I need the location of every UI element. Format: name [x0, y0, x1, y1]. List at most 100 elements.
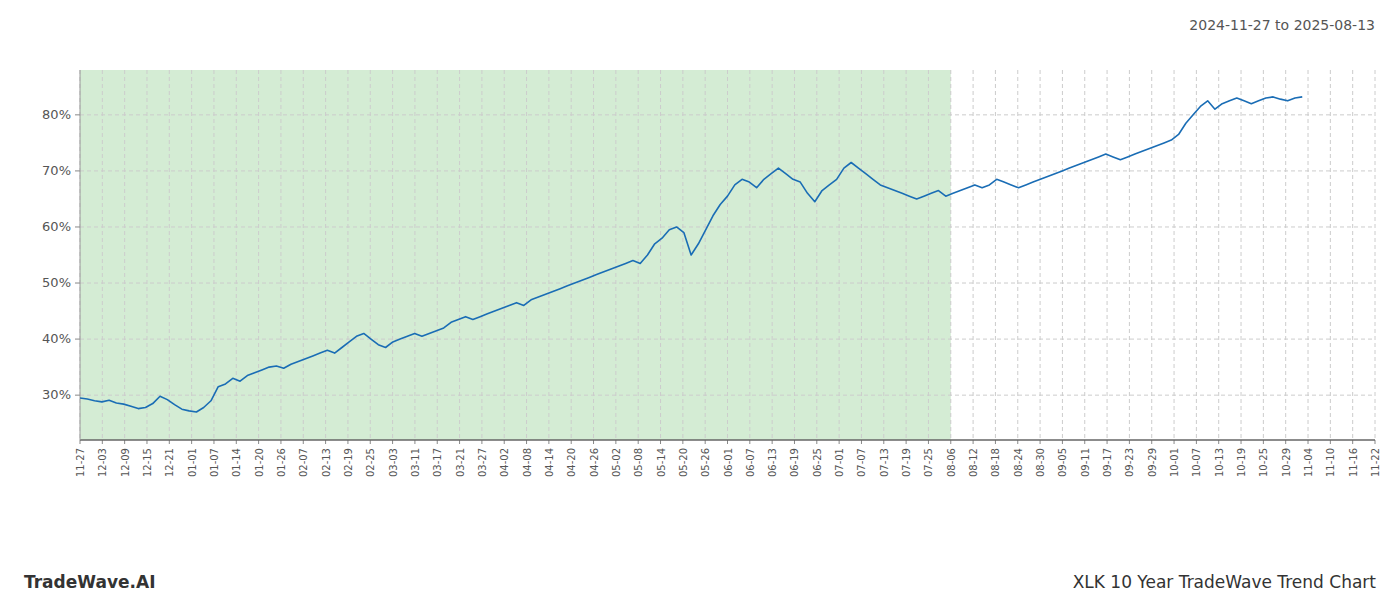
- x-tick-label: 03-11: [410, 448, 421, 477]
- x-grid-line: [414, 70, 415, 440]
- x-grid-line: [1107, 70, 1108, 440]
- x-grid-line: [280, 70, 281, 440]
- x-tick-label: 04-26: [589, 448, 600, 477]
- x-tick-label: 07-25: [923, 448, 934, 477]
- x-tick-label: 03-03: [388, 448, 399, 477]
- x-tick-label: 08-12: [968, 448, 979, 477]
- x-grid-line: [370, 70, 371, 440]
- x-tick-label: 07-07: [856, 448, 867, 477]
- plot-area: [80, 70, 951, 440]
- x-grid-line: [80, 70, 81, 440]
- x-grid-line: [928, 70, 929, 440]
- trend-line: [80, 97, 1302, 412]
- x-grid-line: [1352, 70, 1353, 440]
- x-tick-label: 01-07: [209, 448, 220, 477]
- x-grid-line: [571, 70, 572, 440]
- x-tick-label: 09-05: [1057, 448, 1068, 477]
- x-tick-label: 09-29: [1147, 448, 1158, 477]
- x-tick-label: 02-19: [343, 448, 354, 477]
- x-grid-line: [1151, 70, 1152, 440]
- y-tick-label: 40%: [42, 331, 71, 346]
- x-grid-line: [950, 70, 951, 440]
- x-grid-line: [682, 70, 683, 440]
- x-tick-label: 01-20: [254, 448, 265, 477]
- x-tick-label: 07-13: [879, 448, 890, 477]
- x-grid-line: [995, 70, 996, 440]
- x-tick-label: 02-07: [298, 448, 309, 477]
- x-tick-label: 11-04: [1303, 448, 1314, 477]
- x-tick-label: 10-25: [1258, 448, 1269, 477]
- x-grid-line: [794, 70, 795, 440]
- x-grid-line: [347, 70, 348, 440]
- x-tick-label: 06-07: [745, 448, 756, 477]
- x-tick-label: 11-22: [1370, 448, 1381, 477]
- x-tick-label: 01-26: [276, 448, 287, 477]
- date-range: 2024-11-27 to 2025-08-13: [1189, 17, 1375, 33]
- y-tick-label: 30%: [42, 387, 71, 402]
- x-grid-line: [526, 70, 527, 440]
- x-grid-line: [1218, 70, 1219, 440]
- x-axis-line: [80, 439, 1375, 441]
- x-grid-line: [1375, 70, 1376, 440]
- x-grid-line: [325, 70, 326, 440]
- x-tick-label: 08-06: [946, 448, 957, 477]
- x-tick-label: 10-01: [1169, 448, 1180, 477]
- x-tick-label: 04-08: [522, 448, 533, 477]
- x-grid-line: [191, 70, 192, 440]
- y-tick-label: 80%: [42, 107, 71, 122]
- x-tick-label: 05-26: [700, 448, 711, 477]
- background: [0, 0, 1400, 600]
- x-tick-label: 06-13: [767, 448, 778, 477]
- x-grid-line: [1263, 70, 1264, 440]
- y-axis-line: [80, 70, 81, 440]
- x-tick-label: 12-09: [120, 448, 131, 477]
- y-tick-label: 50%: [42, 275, 71, 290]
- x-grid-line: [906, 70, 907, 440]
- x-tick-label: 05-08: [633, 448, 644, 477]
- x-grid-line: [861, 70, 862, 440]
- x-grid-line: [169, 70, 170, 440]
- x-grid-line: [146, 70, 147, 440]
- x-grid-line: [1308, 70, 1309, 440]
- x-tick-label: 09-23: [1124, 448, 1135, 477]
- x-grid-line: [504, 70, 505, 440]
- axes: 30%40%50%60%70%80%11-2712-0312-0912-1512…: [42, 70, 1381, 477]
- x-tick-label: 01-14: [231, 448, 242, 477]
- x-grid-line: [213, 70, 214, 440]
- x-tick-label: 06-01: [723, 448, 734, 477]
- y-tick-label: 60%: [42, 219, 71, 234]
- x-grid-line: [705, 70, 706, 440]
- x-grid-line: [1196, 70, 1197, 440]
- x-tick-label: 01-01: [187, 448, 198, 477]
- x-grid-line: [727, 70, 728, 440]
- x-tick-label: 03-27: [477, 448, 488, 477]
- x-tick-label: 02-13: [321, 448, 332, 477]
- x-tick-label: 12-03: [97, 448, 108, 477]
- x-tick-label: 02-25: [365, 448, 376, 477]
- footer-brand: TradeWave.AI: [24, 572, 155, 592]
- x-tick-label: 10-19: [1236, 448, 1247, 477]
- grid: [80, 70, 1375, 440]
- x-grid-line: [772, 70, 773, 440]
- x-grid-line: [1084, 70, 1085, 440]
- x-grid-line: [1174, 70, 1175, 440]
- x-tick-label: 05-02: [611, 448, 622, 477]
- x-grid-line: [236, 70, 237, 440]
- x-grid-line: [973, 70, 974, 440]
- x-grid-line: [124, 70, 125, 440]
- x-grid-line: [1330, 70, 1331, 440]
- x-tick-label: 05-14: [656, 448, 667, 477]
- x-tick-label: 10-13: [1214, 448, 1225, 477]
- x-tick-label: 08-24: [1013, 448, 1024, 477]
- y-tick: [75, 395, 80, 396]
- x-grid-line: [1040, 70, 1041, 440]
- x-grid-line: [638, 70, 639, 440]
- y-tick: [75, 114, 80, 115]
- x-tick-label: 07-01: [834, 448, 845, 477]
- series: [80, 97, 1302, 412]
- y-tick: [75, 226, 80, 227]
- x-grid-line: [883, 70, 884, 440]
- x-grid-line: [459, 70, 460, 440]
- x-grid-line: [303, 70, 304, 440]
- x-tick-label: 09-11: [1080, 448, 1091, 477]
